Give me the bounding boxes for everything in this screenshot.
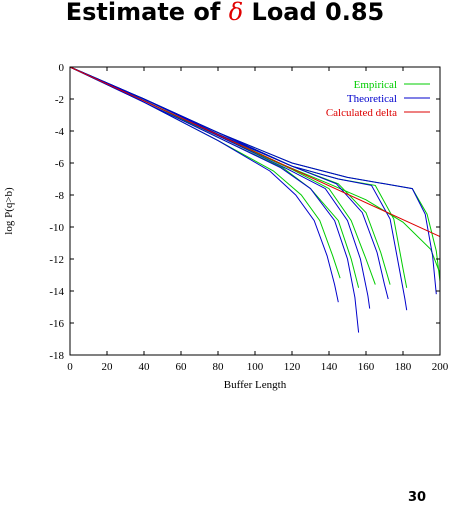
x-tick-label-0: 0 — [67, 361, 73, 373]
y-tick-label--4: -4 — [55, 126, 65, 138]
x-tick-label-40: 40 — [139, 361, 151, 373]
y-tick-label--12: -12 — [49, 254, 64, 266]
y-tick-label--16: -16 — [49, 318, 64, 330]
y-tick-label--10: -10 — [49, 222, 64, 234]
title-suffix: Load 0.85 — [243, 0, 385, 26]
x-tick-label-120: 120 — [284, 361, 301, 373]
y-tick-label--8: -8 — [55, 190, 65, 202]
x-tick-label-60: 60 — [176, 361, 188, 373]
title-delta-symbol: δ — [228, 0, 244, 26]
x-tick-label-20: 20 — [102, 361, 114, 373]
legend-label-2: Theoretical — [347, 93, 397, 105]
x-tick-label-80: 80 — [213, 361, 225, 373]
chart-title: Estimate of δ Load 0.85 — [0, 0, 450, 26]
theoretical-curve-3 — [69, 66, 371, 309]
ticks-layer: 0 20 40 60 80 100 120 140 160 180 200 0 -2 -4 -6 -8 -10 -… — [49, 62, 448, 373]
y-tick-label--6: -6 — [55, 158, 65, 170]
y-tick-label--2: -2 — [55, 94, 64, 106]
x-tick-label-100: 100 — [247, 361, 264, 373]
theoretical-curve-2 — [69, 66, 360, 333]
theoretical-curve-6 — [69, 66, 437, 295]
y-axis-label: log P(q>b) — [3, 187, 15, 235]
x-tick-label-140: 140 — [321, 361, 338, 373]
curves-layer — [69, 66, 441, 333]
theoretical-curve-1 — [69, 66, 339, 303]
legend-label-1: Empirical — [354, 79, 397, 91]
empirical-curve-3 — [69, 66, 376, 285]
empirical-curve-2 — [69, 66, 360, 288]
x-tick-label-200: 200 — [432, 361, 449, 373]
legend: Empirical Theoretical Calculated delta — [326, 79, 430, 119]
x-tick-label-180: 180 — [395, 361, 412, 373]
y-tick-label--18: -18 — [49, 350, 64, 362]
theoretical-curve-4 — [69, 66, 389, 300]
x-axis-label: Buffer Length — [224, 379, 287, 391]
title-prefix: Estimate of — [65, 0, 229, 26]
calculated-delta-line — [69, 66, 441, 238]
page-number: 30 — [408, 490, 427, 505]
y-tick-label--14: -14 — [49, 286, 64, 298]
x-tick-label-160: 160 — [358, 361, 375, 373]
legend-label-3: Calculated delta — [326, 107, 397, 119]
y-tick-label-0: 0 — [59, 62, 65, 74]
